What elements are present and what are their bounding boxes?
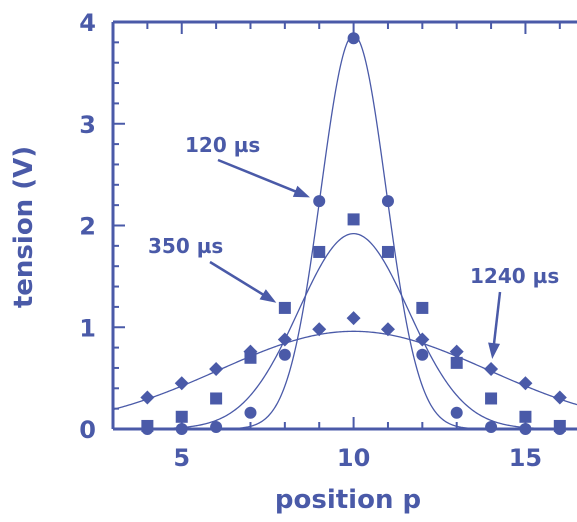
y-tick-label: 2 — [79, 213, 96, 241]
diamond-point — [174, 376, 189, 391]
y-tick-label: 0 — [79, 416, 96, 444]
annotations: 120 µs 350 µs 1240 µs — [148, 133, 559, 360]
x-axis-title: position p — [275, 485, 421, 515]
circle-point — [244, 406, 257, 419]
circle-point — [347, 32, 360, 45]
y-tick-label: 1 — [79, 314, 96, 342]
square-point — [347, 213, 360, 226]
square-point — [416, 301, 429, 314]
diamond-point — [449, 344, 464, 359]
square-point — [278, 301, 291, 314]
diamond-point — [518, 376, 533, 391]
square-point — [175, 410, 188, 423]
circle-point — [450, 406, 463, 419]
square-point — [519, 410, 532, 423]
diamond-point — [243, 344, 258, 359]
diamond-point — [484, 361, 499, 376]
fit-curve-square — [113, 232, 577, 430]
axes: 5 10 15 0 1 2 3 4 — [79, 9, 577, 472]
diamond-point — [380, 322, 395, 337]
square-point — [450, 356, 463, 369]
diamond-point — [140, 390, 155, 405]
circle-point — [416, 348, 429, 361]
circle-point — [313, 195, 326, 208]
y-tick-label: 3 — [79, 111, 96, 139]
annotation-arrow-line — [492, 291, 502, 348]
circle-point — [381, 195, 394, 208]
diamond-point — [277, 332, 292, 347]
diamond-point — [552, 390, 567, 405]
fit-curve-circle — [113, 34, 577, 430]
annotation-label: 350 µs — [148, 234, 223, 258]
diamond-point — [312, 322, 327, 337]
y-tick-label: 4 — [79, 9, 96, 37]
square-point — [485, 392, 498, 405]
annotation-arrow-head — [488, 342, 501, 360]
x-tick-label: 5 — [173, 444, 190, 472]
annotation-arrow-line — [209, 260, 267, 298]
diamond-point — [415, 332, 430, 347]
fit-curves — [112, 34, 577, 430]
annotation-label: 1240 µs — [470, 264, 559, 288]
annotation-label: 120 µs — [185, 133, 260, 157]
annotation-arrow-line — [217, 158, 300, 194]
diamond-point — [346, 311, 361, 326]
square-point — [210, 392, 223, 405]
x-tick-label: 15 — [509, 444, 542, 472]
square-point — [381, 245, 394, 258]
diamond-point — [209, 361, 224, 376]
annotation-arrow-head — [292, 185, 310, 198]
circle-point — [278, 348, 291, 361]
annotation-arrow-head — [259, 289, 277, 303]
x-tick-label: 10 — [337, 444, 370, 472]
square-point — [313, 245, 326, 258]
y-axis-title: tension (V) — [9, 146, 39, 308]
fit-curve-diamond — [112, 330, 577, 411]
